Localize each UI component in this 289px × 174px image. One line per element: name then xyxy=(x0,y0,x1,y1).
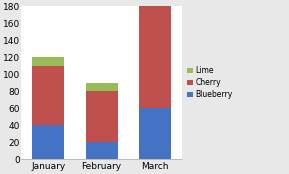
Bar xyxy=(32,125,64,159)
Bar xyxy=(86,143,118,159)
Bar xyxy=(86,91,118,143)
Bar xyxy=(139,108,171,159)
Bar xyxy=(32,66,64,125)
Bar xyxy=(32,57,64,66)
Bar xyxy=(86,83,118,91)
Bar xyxy=(139,0,171,6)
Bar xyxy=(139,6,171,108)
Legend: Lime, Cherry, Blueberry: Lime, Cherry, Blueberry xyxy=(186,65,234,101)
